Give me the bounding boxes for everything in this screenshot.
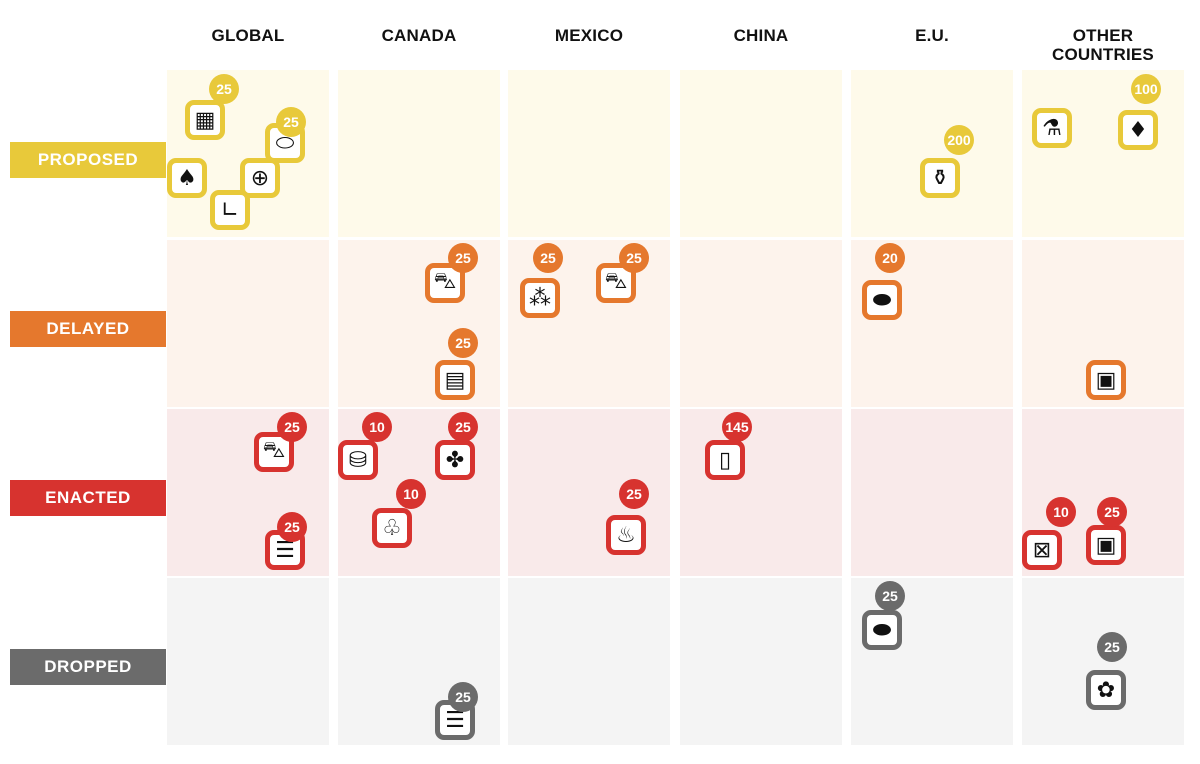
chemicals-plus-icon[interactable]: ⚗ <box>1032 108 1072 148</box>
column-header: E.U. <box>915 26 949 45</box>
car-icon[interactable]: ⛍ <box>596 263 636 303</box>
column-header: GLOBAL <box>211 26 285 45</box>
column-header: CHINA <box>733 26 789 45</box>
grid-cell <box>167 578 329 745</box>
tariff-rate-badge: 25 <box>448 243 478 273</box>
semiconductor-chip-icon[interactable]: ▦ <box>185 100 225 140</box>
column-header: OTHER COUNTRIES <box>1052 26 1154 64</box>
tariff-rate-badge: 25 <box>276 107 306 137</box>
column-header: CANADA <box>381 26 457 45</box>
tariff-rate-badge: 10 <box>396 479 426 509</box>
tariff-rate-badge: 25 <box>209 74 239 104</box>
grid-cell <box>1022 578 1184 745</box>
tariff-rate-badge: 25 <box>448 328 478 358</box>
grid-cell <box>508 70 670 237</box>
tariff-rate-badge: 25 <box>619 243 649 273</box>
grid-cell <box>851 240 1013 407</box>
oil-barrel-icon[interactable]: ⛁ <box>338 440 378 480</box>
tree-lumber-icon[interactable]: ♠ <box>167 158 207 198</box>
perfume-pill-plus-icon[interactable]: ⬬ <box>862 610 902 650</box>
column-header: MEXICO <box>554 26 624 45</box>
grid-cell <box>680 70 842 237</box>
pallet-boxes-icon[interactable]: ▣ <box>1086 360 1126 400</box>
flower-plus-icon[interactable]: ✿ <box>1086 670 1126 710</box>
row-label-dropped: DROPPED <box>10 649 166 685</box>
tariff-rate-badge: 200 <box>944 125 974 155</box>
tariff-rate-badge: 100 <box>1131 74 1161 104</box>
car-icon[interactable]: ⛍ <box>254 432 294 472</box>
tariff-rate-badge: 25 <box>448 412 478 442</box>
grid-cell <box>680 409 842 576</box>
grid-cell <box>851 70 1013 237</box>
tariff-rate-badge: 145 <box>722 412 752 442</box>
tariff-rate-badge: 10 <box>1046 497 1076 527</box>
grid-cell <box>851 409 1013 576</box>
lobster-bottle-plus-icon[interactable]: ✤ <box>435 440 475 480</box>
grid-cell <box>680 240 842 407</box>
tariff-rate-badge: 25 <box>533 243 563 273</box>
perfume-pill-plus-icon[interactable]: ⬬ <box>862 280 902 320</box>
tariff-rate-badge: 25 <box>1097 632 1127 662</box>
phone-battery-plus-icon[interactable]: ▯ <box>705 440 745 480</box>
tariff-rate-badge: 20 <box>875 243 905 273</box>
grid-cell <box>338 578 500 745</box>
crate-icon[interactable]: ⊠ <box>1022 530 1062 570</box>
grid-cell <box>338 70 500 237</box>
tariff-rate-badge: 25 <box>277 512 307 542</box>
row-label-enacted: ENACTED <box>10 480 166 516</box>
grid-cell <box>167 240 329 407</box>
tariff-rate-badge: 10 <box>362 412 392 442</box>
grid-cell <box>851 578 1013 745</box>
food-jar-plus-icon[interactable]: ⊕ <box>240 158 280 198</box>
pallet-boxes-icon[interactable]: ▣ <box>1086 525 1126 565</box>
beer-bottle-plus-icon[interactable]: ♨ <box>606 515 646 555</box>
grid-cell <box>508 578 670 745</box>
grid-cell <box>680 578 842 745</box>
tariff-rate-badge: 25 <box>619 479 649 509</box>
tariff-rate-badge: 25 <box>277 412 307 442</box>
row-label-delayed: DELAYED <box>10 311 166 347</box>
tariff-rate-badge: 25 <box>1097 497 1127 527</box>
potash-bag-icon[interactable]: ♧ <box>372 508 412 548</box>
dairy-chocolate-plus-icon[interactable]: ▤ <box>435 360 475 400</box>
row-label-proposed: PROPOSED <box>10 142 166 178</box>
tariff-rate-badge: 25 <box>875 581 905 611</box>
wine-bottle-icon[interactable]: ⚱ <box>920 158 960 198</box>
shrimp-diamond-plus-icon[interactable]: ♦ <box>1118 110 1158 150</box>
tariff-rate-badge: 25 <box>448 682 478 712</box>
grapes-suit-plus-icon[interactable]: ⁂ <box>520 278 560 318</box>
copper-cable-icon[interactable]: ∟ <box>210 190 250 230</box>
